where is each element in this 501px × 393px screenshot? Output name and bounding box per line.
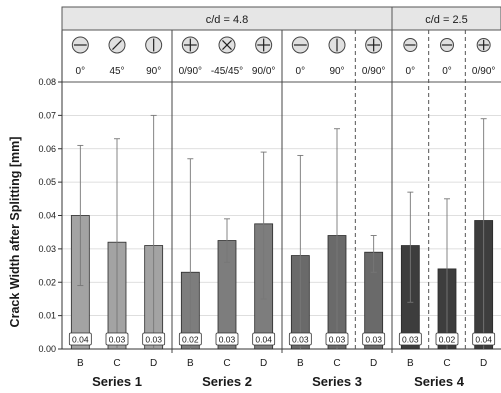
- value-label: 0.03: [292, 335, 309, 345]
- orientation-icon: [218, 36, 236, 54]
- angle-label: 0/90°: [362, 66, 385, 77]
- value-label-box: [472, 332, 496, 346]
- orientation-icon: [440, 38, 454, 52]
- series-label: Series 3: [312, 374, 362, 389]
- orientation-icon: [255, 36, 273, 54]
- category-label: C: [333, 358, 340, 369]
- orientation-icon: [403, 38, 418, 52]
- value-label-box: [178, 332, 202, 346]
- category-label: D: [150, 358, 157, 369]
- angle-label: 0°: [296, 66, 306, 77]
- category-label: D: [260, 358, 267, 369]
- y-tick-label: 0.00: [38, 344, 56, 354]
- category-label: C: [443, 358, 450, 369]
- orientation-icons: 0° 45° 90° 0/90° -45/45° 90/0° 0° 90° 0/90° 0° 0° 0…: [71, 36, 495, 77]
- series-label: Series 4: [414, 374, 465, 389]
- category-label: C: [113, 358, 120, 369]
- y-tick-label: 0.05: [38, 177, 56, 187]
- value-label-box: [288, 332, 312, 346]
- value-label: 0.04: [255, 335, 272, 345]
- angle-label: 0/90°: [179, 66, 202, 77]
- category-label: B: [187, 358, 194, 369]
- header-label: c/d = 2.5: [425, 14, 468, 26]
- value-label: 0.04: [72, 335, 89, 345]
- orientation-icon: [181, 36, 199, 54]
- value-label-box: [105, 332, 129, 346]
- header-label: c/d = 4.8: [206, 14, 249, 26]
- value-label-box: [215, 332, 239, 346]
- value-label-box: [68, 332, 92, 346]
- angle-label: 45°: [109, 66, 124, 77]
- y-tick-label: 0.02: [38, 277, 56, 287]
- category-label: B: [77, 358, 84, 369]
- orientation-icon: [108, 36, 126, 54]
- value-label-box: [252, 332, 276, 346]
- value-label: 0.03: [365, 335, 382, 345]
- y-axis-label: Crack Width after Splitting [mm]: [8, 137, 22, 328]
- angle-label: 0°: [76, 66, 86, 77]
- value-label-box: [362, 332, 386, 346]
- value-label: 0.03: [109, 335, 126, 345]
- value-label-box: [142, 332, 166, 346]
- category-label: D: [480, 358, 487, 369]
- value-label: 0.03: [219, 335, 236, 345]
- value-label: 0.03: [402, 335, 419, 345]
- value-label: 0.02: [439, 335, 456, 345]
- y-tick-label: 0.04: [38, 211, 56, 221]
- y-tick-label: 0.01: [38, 311, 56, 321]
- value-label: 0.04: [475, 335, 492, 345]
- angle-label: 0°: [442, 66, 452, 77]
- axes: 0.000.010.020.030.040.050.060.070.08B C DS…: [38, 77, 487, 389]
- orientation-icon: [365, 36, 383, 54]
- value-label: 0.03: [145, 335, 162, 345]
- angle-label: 90/0°: [252, 66, 275, 77]
- value-label: 0.02: [182, 335, 199, 345]
- header-groups: c/d = 4.8 c/d = 2.5: [61, 6, 501, 31]
- y-tick-label: 0.06: [38, 144, 56, 154]
- y-tick-label: 0.08: [38, 77, 56, 87]
- value-label-box: [325, 332, 349, 346]
- series-label: Series 1: [92, 374, 142, 389]
- value-label-box: [398, 332, 422, 346]
- orientation-icon: [291, 36, 309, 54]
- category-label: D: [370, 358, 377, 369]
- category-label: B: [297, 358, 304, 369]
- orientation-icon: [71, 36, 89, 54]
- orientation-icon: [476, 38, 491, 52]
- y-tick-label: 0.07: [38, 110, 56, 120]
- fibre-line: [112, 40, 122, 50]
- category-label: C: [223, 358, 230, 369]
- header-cell: [391, 6, 501, 31]
- angle-label: 90°: [146, 66, 161, 77]
- angle-label: 0/90°: [472, 66, 495, 77]
- value-label: 0.03: [329, 335, 346, 345]
- series-label: Series 2: [202, 374, 252, 389]
- orientation-icon: [145, 36, 163, 54]
- angle-label: 90°: [329, 66, 344, 77]
- orientation-icon: [328, 36, 346, 54]
- angle-label: 0°: [406, 66, 416, 77]
- angle-label: -45/45°: [211, 66, 243, 77]
- fibre-line: [222, 40, 232, 50]
- category-label: B: [407, 358, 414, 369]
- header-band: [62, 7, 501, 30]
- y-tick-label: 0.03: [38, 244, 56, 254]
- value-label-box: [435, 332, 459, 346]
- bars: 0.04 0.03 0.03 0.02 0.03 0.04 0.03 0.03 0.03 0.03…: [68, 114, 496, 350]
